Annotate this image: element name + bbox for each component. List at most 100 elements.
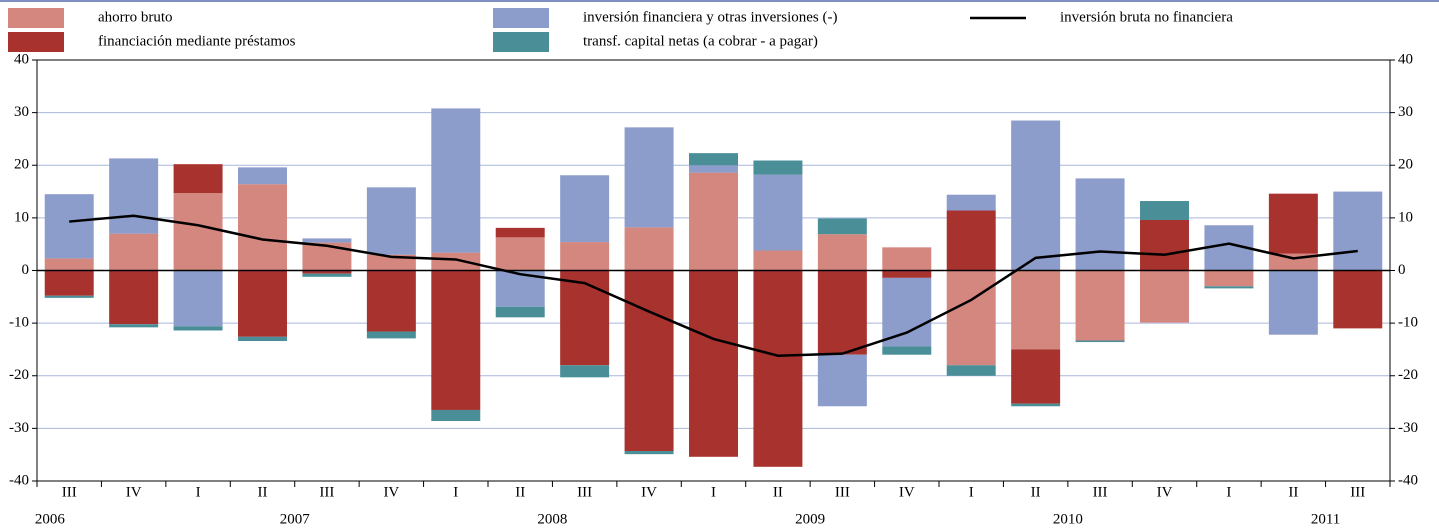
bar	[753, 174, 803, 251]
x-tick-label: II	[1031, 484, 1041, 500]
x-tick-label: IV	[383, 484, 399, 500]
year-label: 2010	[1053, 511, 1083, 527]
bar	[624, 270, 674, 452]
bar	[495, 237, 545, 271]
bar	[689, 165, 738, 173]
x-tick-label: III	[835, 484, 850, 500]
bar	[44, 270, 94, 296]
bar	[238, 336, 287, 342]
legend-label: ahorro bruto	[98, 9, 173, 25]
bar	[238, 167, 287, 185]
y-tick-label: 40	[14, 51, 29, 67]
bar	[238, 184, 287, 271]
x-tick-label: III	[577, 484, 592, 500]
x-tick-label: I	[711, 484, 716, 500]
bar	[560, 270, 610, 366]
x-tick-label: II	[258, 484, 268, 500]
y2-tick-label: 0	[1398, 262, 1406, 278]
bar	[1333, 191, 1383, 271]
bar	[817, 270, 867, 355]
bar	[431, 270, 481, 410]
bar	[946, 210, 996, 271]
bar	[44, 295, 94, 298]
y-tick-label: -10	[9, 315, 29, 331]
bar	[1075, 270, 1125, 341]
bar	[689, 153, 738, 166]
bar	[689, 172, 738, 271]
bar	[882, 346, 932, 355]
bar	[1075, 178, 1125, 271]
bar	[817, 218, 867, 235]
bar	[302, 238, 352, 243]
bar	[817, 234, 867, 271]
legend-swatch	[493, 8, 549, 28]
x-tick-label: III	[319, 484, 334, 500]
bar	[302, 242, 352, 271]
y-tick-label: 30	[14, 104, 29, 120]
bar	[1075, 340, 1125, 343]
line-series	[69, 214, 1358, 358]
x-tick-label: I	[196, 484, 201, 500]
legend-label: inversión financiera y otras inversiones…	[583, 9, 838, 25]
bar	[882, 270, 932, 278]
legend-swatch	[493, 32, 549, 52]
bar	[431, 252, 481, 271]
bar	[1204, 286, 1254, 289]
bar	[173, 326, 223, 331]
legend-label: inversión bruta no financiera	[1060, 9, 1233, 25]
y2-tick-label: 40	[1398, 51, 1413, 67]
bar	[1011, 120, 1061, 271]
bar	[1268, 270, 1318, 335]
bar	[173, 193, 223, 271]
bar	[109, 324, 159, 328]
x-tick-label: IV	[126, 484, 142, 500]
year-label: 2007	[280, 511, 311, 527]
bar	[431, 108, 481, 253]
y2-tick-label: -20	[1398, 367, 1418, 383]
legend-label: transf. capital netas (a cobrar - a paga…	[583, 33, 818, 49]
y2-tick-label: 20	[1398, 157, 1413, 173]
x-tick-label: IV	[641, 484, 657, 500]
bar	[817, 354, 867, 407]
bar	[44, 194, 94, 259]
year-label: 2011	[1311, 511, 1340, 527]
bar	[882, 247, 932, 271]
x-tick-label: III	[62, 484, 77, 500]
y2-tick-label: 10	[1398, 209, 1413, 225]
bar	[753, 160, 803, 175]
bar	[1204, 270, 1254, 287]
bar	[689, 270, 738, 457]
y-tick-label: 20	[14, 157, 29, 173]
x-tick-label: IV	[899, 484, 915, 500]
y2-tick-label: -10	[1398, 315, 1418, 331]
x-tick-label: II	[773, 484, 783, 500]
bar	[1268, 193, 1318, 254]
bar	[1011, 403, 1061, 407]
y-tick-label: -20	[9, 367, 29, 383]
bar	[495, 306, 545, 318]
legend-label: financiación mediante préstamos	[98, 33, 296, 49]
bar	[560, 175, 610, 243]
bar	[1140, 219, 1189, 271]
bar	[366, 331, 416, 339]
bar	[946, 270, 996, 366]
bar	[753, 250, 803, 271]
bar	[1333, 270, 1383, 329]
bar	[366, 254, 416, 271]
bar	[302, 270, 352, 274]
y-tick-label: -30	[9, 420, 29, 436]
bar	[109, 233, 159, 271]
bar	[1140, 201, 1189, 220]
x-tick-label: II	[515, 484, 525, 500]
bar	[624, 451, 674, 455]
bar	[1011, 270, 1061, 350]
bar	[302, 273, 352, 277]
year-label: 2006	[35, 511, 66, 527]
y-tick-label: 0	[22, 262, 30, 278]
x-tick-label: III	[1093, 484, 1108, 500]
bar	[109, 270, 159, 325]
y2-tick-label: -30	[1398, 420, 1418, 436]
y-tick-label: -40	[9, 472, 29, 488]
bar	[624, 127, 674, 228]
